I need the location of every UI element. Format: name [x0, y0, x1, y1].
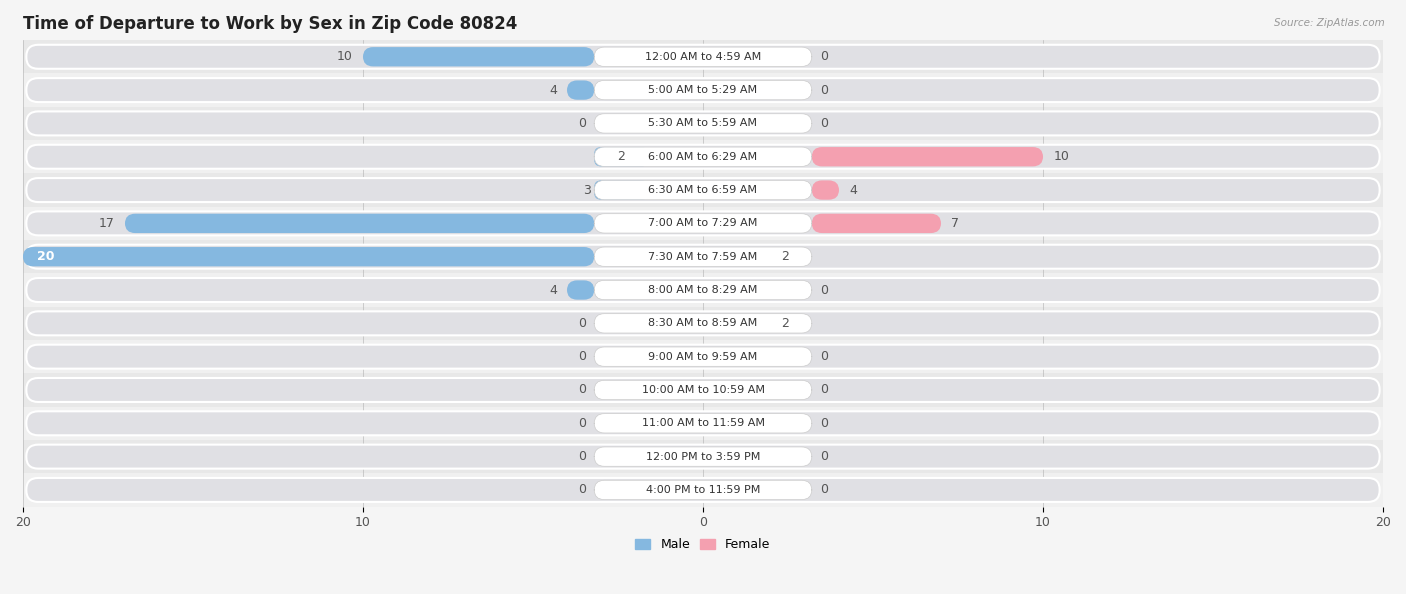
Text: 7:00 AM to 7:29 AM: 7:00 AM to 7:29 AM	[648, 219, 758, 228]
FancyBboxPatch shape	[595, 247, 811, 266]
FancyBboxPatch shape	[595, 214, 811, 233]
FancyBboxPatch shape	[595, 181, 811, 200]
FancyBboxPatch shape	[27, 445, 1379, 469]
Bar	[22, 74, 1384, 107]
Bar	[22, 40, 1384, 74]
FancyBboxPatch shape	[595, 113, 811, 133]
FancyBboxPatch shape	[567, 280, 595, 300]
Text: Source: ZipAtlas.com: Source: ZipAtlas.com	[1274, 18, 1385, 28]
Text: 0: 0	[820, 84, 828, 97]
Text: 8:00 AM to 8:29 AM: 8:00 AM to 8:29 AM	[648, 285, 758, 295]
FancyBboxPatch shape	[27, 478, 1379, 502]
Text: Time of Departure to Work by Sex in Zip Code 80824: Time of Departure to Work by Sex in Zip …	[22, 15, 517, 33]
Text: 4: 4	[849, 184, 858, 197]
FancyBboxPatch shape	[363, 47, 595, 67]
Text: 9:00 AM to 9:59 AM: 9:00 AM to 9:59 AM	[648, 352, 758, 362]
Bar	[22, 273, 1384, 307]
Text: 5:30 AM to 5:59 AM: 5:30 AM to 5:59 AM	[648, 118, 758, 128]
Text: 10:00 AM to 10:59 AM: 10:00 AM to 10:59 AM	[641, 385, 765, 395]
Bar	[22, 473, 1384, 507]
FancyBboxPatch shape	[595, 380, 811, 400]
FancyBboxPatch shape	[811, 181, 839, 200]
Text: 0: 0	[820, 283, 828, 296]
Text: 8:30 AM to 8:59 AM: 8:30 AM to 8:59 AM	[648, 318, 758, 328]
Bar	[22, 240, 1384, 273]
Text: 17: 17	[98, 217, 115, 230]
Text: 2: 2	[617, 150, 624, 163]
Text: 3: 3	[583, 184, 591, 197]
FancyBboxPatch shape	[811, 214, 941, 233]
FancyBboxPatch shape	[595, 280, 811, 300]
FancyBboxPatch shape	[595, 147, 648, 166]
Text: 2: 2	[782, 250, 789, 263]
FancyBboxPatch shape	[595, 314, 811, 333]
Text: 7:30 AM to 7:59 AM: 7:30 AM to 7:59 AM	[648, 252, 758, 262]
FancyBboxPatch shape	[595, 80, 811, 100]
FancyBboxPatch shape	[27, 378, 1379, 402]
Text: 6:30 AM to 6:59 AM: 6:30 AM to 6:59 AM	[648, 185, 758, 195]
Bar	[22, 307, 1384, 340]
FancyBboxPatch shape	[27, 112, 1379, 135]
FancyBboxPatch shape	[125, 214, 595, 233]
Text: 12:00 AM to 4:59 AM: 12:00 AM to 4:59 AM	[645, 52, 761, 62]
FancyBboxPatch shape	[595, 481, 811, 500]
Text: 0: 0	[578, 450, 586, 463]
Text: 0: 0	[578, 384, 586, 396]
FancyBboxPatch shape	[595, 147, 811, 166]
FancyBboxPatch shape	[27, 278, 1379, 302]
FancyBboxPatch shape	[27, 211, 1379, 235]
Legend: Male, Female: Male, Female	[630, 533, 776, 557]
Text: 6:00 AM to 6:29 AM: 6:00 AM to 6:29 AM	[648, 151, 758, 162]
FancyBboxPatch shape	[27, 145, 1379, 169]
Text: 12:00 PM to 3:59 PM: 12:00 PM to 3:59 PM	[645, 451, 761, 462]
Text: 0: 0	[578, 350, 586, 363]
Text: 0: 0	[820, 450, 828, 463]
Text: 2: 2	[782, 317, 789, 330]
Text: 0: 0	[820, 350, 828, 363]
Text: 11:00 AM to 11:59 AM: 11:00 AM to 11:59 AM	[641, 418, 765, 428]
Text: 0: 0	[820, 50, 828, 64]
Bar	[22, 340, 1384, 373]
Text: 5:00 AM to 5:29 AM: 5:00 AM to 5:29 AM	[648, 85, 758, 95]
FancyBboxPatch shape	[27, 178, 1379, 202]
Text: 0: 0	[578, 417, 586, 430]
Text: 10: 10	[1053, 150, 1069, 163]
Bar	[22, 173, 1384, 207]
Bar	[22, 407, 1384, 440]
Text: 20: 20	[37, 250, 53, 263]
Text: 4: 4	[548, 84, 557, 97]
Bar	[22, 207, 1384, 240]
FancyBboxPatch shape	[27, 345, 1379, 369]
Text: 10: 10	[337, 50, 353, 64]
Bar	[22, 440, 1384, 473]
FancyBboxPatch shape	[22, 247, 595, 266]
FancyBboxPatch shape	[595, 347, 811, 366]
FancyBboxPatch shape	[27, 78, 1379, 102]
Text: 7: 7	[952, 217, 959, 230]
FancyBboxPatch shape	[567, 80, 595, 100]
Text: 0: 0	[578, 317, 586, 330]
FancyBboxPatch shape	[27, 45, 1379, 69]
FancyBboxPatch shape	[27, 245, 1379, 268]
FancyBboxPatch shape	[27, 311, 1379, 336]
Bar	[22, 140, 1384, 173]
Text: 0: 0	[578, 484, 586, 497]
FancyBboxPatch shape	[27, 411, 1379, 435]
Text: 0: 0	[820, 117, 828, 130]
FancyBboxPatch shape	[595, 47, 811, 67]
Text: 4: 4	[548, 283, 557, 296]
Text: 0: 0	[578, 117, 586, 130]
Bar	[22, 107, 1384, 140]
FancyBboxPatch shape	[595, 413, 811, 433]
FancyBboxPatch shape	[811, 147, 1043, 166]
FancyBboxPatch shape	[595, 447, 811, 466]
Text: 0: 0	[820, 484, 828, 497]
Text: 0: 0	[820, 384, 828, 396]
Text: 0: 0	[820, 417, 828, 430]
Text: 4:00 PM to 11:59 PM: 4:00 PM to 11:59 PM	[645, 485, 761, 495]
FancyBboxPatch shape	[595, 181, 648, 200]
Bar	[22, 373, 1384, 407]
